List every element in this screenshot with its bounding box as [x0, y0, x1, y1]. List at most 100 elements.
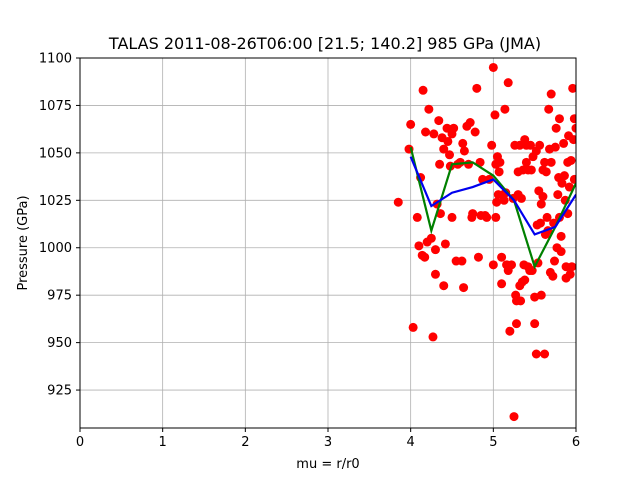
scatter-point	[459, 283, 469, 293]
scatter-point	[440, 239, 450, 249]
scatter-point	[559, 171, 569, 181]
scatter-point	[564, 182, 574, 192]
scatter-point	[458, 138, 468, 148]
scatter-point	[470, 127, 480, 137]
scatter-point	[568, 83, 576, 93]
y-tick-label: 925	[47, 384, 72, 399]
chart-title: TALAS 2011-08-26T06:00 [21.5; 140.2] 985…	[108, 34, 541, 53]
scatter-point	[530, 319, 540, 329]
x-tick-label: 0	[76, 435, 84, 450]
scatter-point	[546, 157, 556, 167]
scatter-point	[500, 104, 510, 114]
x-tick-label: 4	[407, 435, 415, 450]
scatter-point	[488, 62, 498, 72]
scatter-point	[554, 114, 564, 124]
scatter-point	[541, 167, 551, 177]
scatter-point	[526, 140, 536, 150]
scatter-point	[569, 114, 576, 124]
y-tick-label: 1025	[39, 194, 72, 209]
scatter-point	[430, 269, 440, 279]
scatter-point	[412, 212, 422, 222]
scatter-point	[548, 271, 558, 281]
scatter-point	[553, 190, 563, 200]
scatter-point	[511, 319, 521, 329]
y-tick-label: 1075	[39, 99, 72, 114]
x-tick-label: 5	[489, 435, 497, 450]
scatter-point	[565, 269, 575, 279]
scatter-point	[482, 212, 492, 222]
scatter-point	[521, 157, 531, 167]
scatter-point	[418, 85, 428, 95]
series-line	[409, 156, 576, 236]
scatter-point	[499, 195, 509, 205]
y-tick-label: 950	[47, 336, 72, 351]
scatter-point	[507, 260, 517, 270]
series-line	[409, 146, 576, 270]
scatter-point	[428, 332, 438, 342]
scatter-point	[424, 104, 434, 114]
scatter-point	[459, 146, 469, 156]
scatter-point	[567, 262, 576, 272]
scatter-point	[494, 167, 504, 177]
scatter-point	[556, 231, 566, 241]
scatter-point	[439, 144, 449, 154]
scatter-point	[408, 322, 418, 332]
scatter-point	[536, 290, 546, 300]
scatter-point	[465, 118, 475, 128]
plot-area: 0 1 2 3 4 5 6 925 950 975 1000 1025 1050 1075 1100	[39, 52, 580, 451]
scatter-point	[551, 123, 561, 133]
scatter-point	[550, 142, 560, 152]
scatter-point	[464, 159, 474, 169]
scatter-point	[426, 233, 436, 243]
scatter-point	[503, 78, 513, 88]
scatter-point	[487, 140, 497, 150]
scatter-point	[468, 209, 478, 219]
scatter-point	[546, 89, 556, 99]
scatter-point	[505, 326, 515, 336]
x-tick-label: 1	[159, 435, 167, 450]
scatter-point	[535, 218, 545, 228]
scatter-point	[492, 197, 502, 207]
scatter-point	[542, 212, 552, 222]
scatter-point	[569, 135, 576, 145]
scatter-point	[516, 193, 526, 203]
x-tick-label: 2	[241, 435, 249, 450]
y-tick-label: 975	[47, 289, 72, 304]
scatter-point	[421, 127, 431, 137]
scatter-point	[457, 256, 467, 266]
scatter-point	[414, 241, 424, 251]
scatter-point	[538, 192, 548, 202]
scatter-point	[569, 174, 576, 184]
scatter-point	[447, 212, 457, 222]
scatter-point	[497, 252, 507, 262]
scatter-point	[406, 119, 416, 129]
scatter-point	[490, 110, 500, 120]
scatter-point	[559, 138, 569, 148]
scatter-point	[516, 296, 526, 306]
scatter-point	[473, 252, 483, 262]
x-tick-label: 6	[572, 435, 580, 450]
scatter-point	[443, 136, 453, 146]
scatter-point	[497, 279, 507, 289]
x-tick-label: 3	[324, 435, 332, 450]
scatter-point	[472, 83, 482, 93]
x-axis-label: mu = r/r0	[296, 457, 359, 472]
scatter-point	[520, 275, 530, 285]
scatter-point	[544, 104, 554, 114]
y-axis-label: Pressure (GPa)	[16, 195, 31, 290]
y-tick-label: 1050	[39, 146, 72, 161]
scatter-point	[509, 412, 519, 422]
scatter-point	[557, 178, 567, 188]
scatter-point	[435, 159, 445, 169]
scatter-point	[526, 165, 536, 175]
scatter-point	[566, 155, 576, 165]
scatter-point	[540, 157, 550, 167]
scatter-point	[491, 212, 501, 222]
scatter-point	[445, 150, 455, 160]
scatter-point	[536, 199, 546, 209]
scatter-point	[393, 197, 403, 207]
y-tick-label: 1100	[39, 52, 72, 67]
data-layer	[393, 62, 576, 422]
